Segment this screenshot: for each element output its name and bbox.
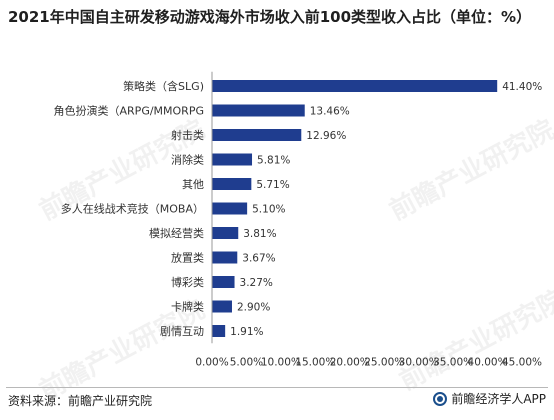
brand-name: 前瞻经济学人APP <box>451 392 546 406</box>
value-label: 5.10% <box>252 204 285 216</box>
value-label: 1.91% <box>230 326 263 338</box>
bar-chart: 策略类（含SLG) 41.40% 角色扮演类（ARPG/MMORPG 13.46% 射击… <box>54 71 543 368</box>
footer-divider <box>6 387 548 388</box>
bar <box>212 129 302 141</box>
bar <box>212 300 232 313</box>
value-label: 3.67% <box>242 253 275 265</box>
bar <box>212 251 238 264</box>
value-label: 5.71% <box>256 179 289 191</box>
x-tick-label: 5.00% <box>230 356 263 368</box>
x-tick-label: 30.00% <box>399 356 439 368</box>
category-label: 博彩类 <box>171 275 204 289</box>
bar <box>212 153 253 166</box>
brand: 前瞻经济学人APP <box>433 390 546 407</box>
x-tick-label: 25.00% <box>364 356 404 368</box>
x-tick-label: 35.00% <box>433 356 473 368</box>
x-tick-label: 45.00% <box>502 356 542 368</box>
category-label: 其他 <box>182 178 204 191</box>
category-label: 射击类 <box>171 128 204 142</box>
value-label: 41.40% <box>502 81 542 93</box>
x-axis: 0.00% 5.00%10.00%15.00%20.00%25.00%30.00%… <box>195 71 542 368</box>
category-label: 多人在线战术竞技（MOBA） <box>61 202 204 216</box>
brand-logo-icon <box>433 391 448 406</box>
bar <box>212 178 252 190</box>
value-label: 2.90% <box>237 302 270 314</box>
x-tick-label: 10.00% <box>261 356 301 368</box>
bar <box>212 276 235 288</box>
bar <box>212 80 498 92</box>
value-label: 3.81% <box>243 228 276 240</box>
bar <box>212 104 305 117</box>
labels-layer: 策略类（含SLG) 41.40% 角色扮演类（ARPG/MMORPG 13.46% 射击… <box>54 79 543 338</box>
x-tick-label: 15.00% <box>295 356 335 368</box>
category-label: 策略类（含SLG) <box>123 79 204 93</box>
category-label: 角色扮演类（ARPG/MMORPG <box>54 104 204 118</box>
bar <box>212 325 226 337</box>
bar <box>212 202 248 215</box>
category-label: 剧情互动 <box>160 325 204 338</box>
bar <box>212 227 239 239</box>
category-label: 模拟经营类 <box>149 226 204 240</box>
category-label: 消除类 <box>171 153 204 167</box>
x-tick-label: 20.00% <box>330 356 370 368</box>
bars-layer <box>212 80 498 337</box>
category-label: 卡牌类 <box>171 300 204 314</box>
value-label: 5.81% <box>257 155 290 167</box>
source-note: 资料来源：前瞻产业研究院 <box>8 394 153 408</box>
value-label: 12.96% <box>306 130 346 142</box>
x-tick-label: 0.00% <box>195 356 228 368</box>
category-label: 放置类 <box>171 251 204 265</box>
value-label: 13.46% <box>310 106 350 118</box>
x-tick-label: 40.00% <box>468 356 508 368</box>
chart-title: 2021年中国自主研发移动游戏海外市场收入前100类型收入占比（单位：%） <box>8 8 532 26</box>
value-label: 3.27% <box>240 277 273 289</box>
